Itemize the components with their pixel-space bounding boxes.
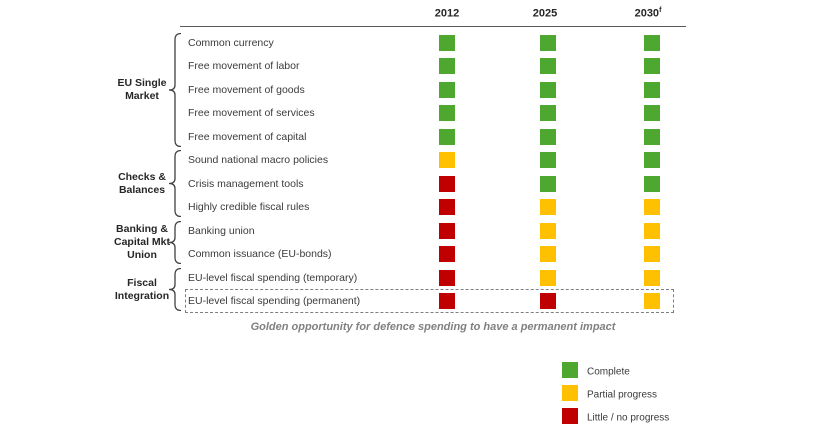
group-label-checks-balances: Checks & Balances <box>118 170 166 196</box>
table-row: Free movement of labor <box>0 55 825 79</box>
status-square <box>644 246 660 263</box>
status-square <box>644 128 660 145</box>
status-square <box>540 152 556 169</box>
row-label: Highly credible fiscal rules <box>188 201 310 214</box>
status-square <box>540 58 556 75</box>
brace-checks-balances <box>168 150 182 217</box>
row-label: Free movement of labor <box>188 60 300 73</box>
legend-label: Complete <box>587 366 630 377</box>
status-square <box>644 34 660 51</box>
status-square <box>540 175 556 192</box>
header-divider-line <box>180 26 686 27</box>
brace-fiscal-integration <box>168 268 182 311</box>
highlight-dashed-box <box>185 289 674 313</box>
table-row: Banking union <box>0 219 825 243</box>
row-label: EU-level fiscal spending (temporary) <box>188 271 358 284</box>
status-square <box>439 152 455 169</box>
status-square <box>540 293 556 310</box>
row-label: Banking union <box>188 224 255 237</box>
status-square <box>439 58 455 75</box>
status-square <box>439 293 455 310</box>
row-label: Common currency <box>188 36 274 49</box>
status-square <box>644 152 660 169</box>
status-square <box>540 81 556 98</box>
status-square <box>644 269 660 286</box>
column-header-2030: 2030f <box>634 7 662 20</box>
status-square <box>439 34 455 51</box>
status-square <box>540 128 556 145</box>
brace-eu-single-market <box>168 33 182 147</box>
table-row: Free movement of services <box>0 102 825 126</box>
row-label: Sound national macro policies <box>188 154 329 167</box>
table-row: Free movement of capital <box>0 125 825 149</box>
status-square <box>439 81 455 98</box>
row-label: Free movement of goods <box>188 83 305 96</box>
status-matrix: Common currency Free movement of labor F… <box>0 31 825 313</box>
status-square <box>540 246 556 263</box>
status-square <box>439 269 455 286</box>
figure-caption: Golden opportunity for defence spending … <box>250 321 616 333</box>
table-row: EU-level fiscal spending (temporary) <box>0 266 825 290</box>
status-square <box>439 199 455 216</box>
legend-label: Little / no progress <box>587 412 670 423</box>
table-row: Crisis management tools <box>0 172 825 196</box>
status-square <box>439 105 455 122</box>
column-header-2025: 2025 <box>532 7 558 20</box>
table-row: Free movement of goods <box>0 78 825 102</box>
row-label: Crisis management tools <box>188 177 304 190</box>
table-row: Highly credible fiscal rules <box>0 196 825 220</box>
status-square <box>644 222 660 239</box>
legend-label: Partial progress <box>587 389 658 400</box>
superscript: f <box>659 7 662 14</box>
status-square <box>644 175 660 192</box>
legend-square-none <box>562 408 578 424</box>
status-square <box>644 58 660 75</box>
row-label: Free movement of services <box>188 107 315 120</box>
brace-banking-union <box>168 221 182 264</box>
table-row: Sound national macro policies <box>0 149 825 173</box>
column-header-2012: 2012 <box>434 7 460 20</box>
table-row: Common issuance (EU-bonds) <box>0 243 825 267</box>
status-square <box>439 222 455 239</box>
group-label-eu-single-market: EU Single Market <box>117 77 167 102</box>
status-square <box>644 81 660 98</box>
table-row-highlighted: EU-level fiscal spending (permanent) <box>0 290 825 314</box>
status-square <box>439 246 455 263</box>
row-label: Common issuance (EU-bonds) <box>188 248 332 261</box>
status-square <box>540 269 556 286</box>
status-square <box>644 199 660 216</box>
row-label: Free movement of capital <box>188 130 307 143</box>
status-square <box>439 128 455 145</box>
status-square <box>540 105 556 122</box>
row-label: EU-level fiscal spending (permanent) <box>188 295 361 308</box>
legend-square-complete <box>562 362 578 378</box>
status-square <box>644 293 660 310</box>
status-square <box>644 105 660 122</box>
status-square <box>439 175 455 192</box>
group-label-fiscal-integration: Fiscal Integration <box>114 276 170 302</box>
status-square <box>540 222 556 239</box>
status-square <box>540 199 556 216</box>
group-label-banking-union: Banking & Capital Mkt Union <box>113 223 170 261</box>
status-square <box>540 34 556 51</box>
legend-square-partial <box>562 385 578 401</box>
table-row: Common currency <box>0 31 825 55</box>
